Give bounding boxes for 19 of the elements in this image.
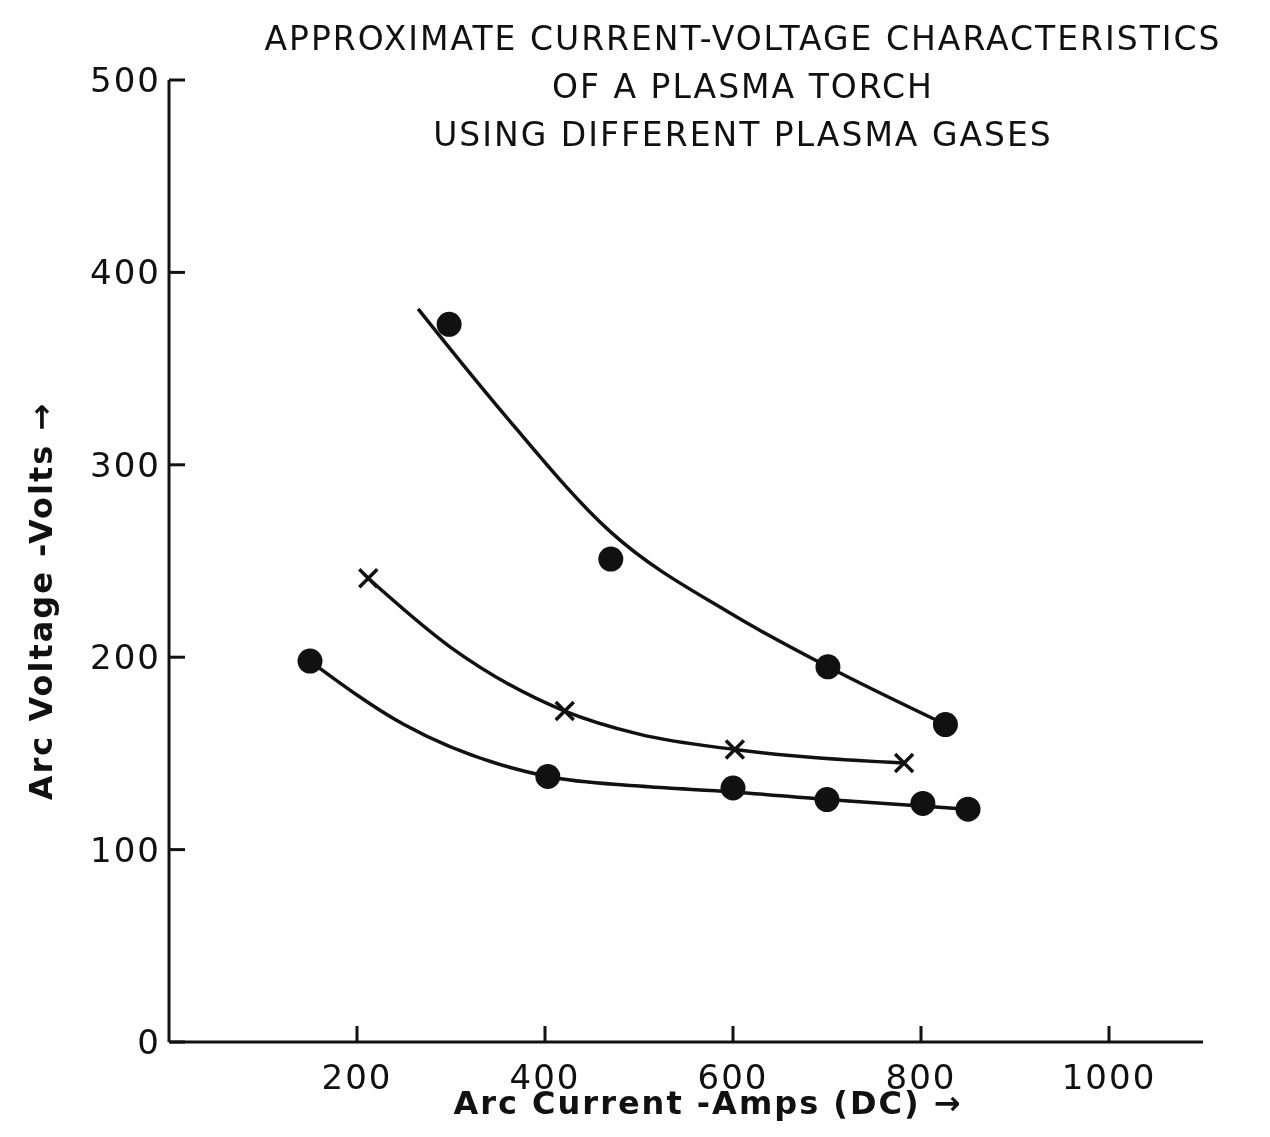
- chart-title: APPROXIMATE CURRENT-VOLTAGE CHARACTERISTICS OF A PLASMA TORCH USING DIFFERENT PLASMA GASES: [264, 19, 1222, 154]
- point: [724, 738, 746, 761]
- y-tick-label: 300: [90, 444, 161, 485]
- y-tick-label: 100: [90, 829, 161, 870]
- y-tick-label: 400: [90, 252, 161, 293]
- y-axis-title: Arc Voltage -Volts →: [22, 401, 60, 801]
- point: [357, 567, 380, 590]
- y-tick-label: 200: [90, 637, 161, 678]
- x-tick-label: 200: [321, 1057, 393, 1097]
- point: [932, 712, 958, 738]
- point: [955, 796, 981, 822]
- point: [297, 648, 323, 674]
- point: [436, 311, 462, 337]
- y-tick-label: 0: [137, 1022, 161, 1062]
- point: [893, 752, 915, 774]
- y-tick-label: 500: [90, 60, 161, 100]
- point: [553, 700, 576, 722]
- x-tick-label: 1000: [1061, 1057, 1157, 1097]
- point: [598, 546, 624, 572]
